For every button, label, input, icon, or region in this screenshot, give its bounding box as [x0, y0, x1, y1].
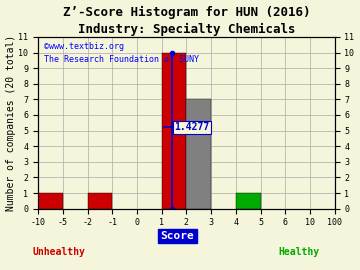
Text: 1.4277: 1.4277 — [174, 123, 210, 133]
Bar — [87, 193, 112, 209]
Title: Z’-Score Histogram for HUN (2016)
Industry: Specialty Chemicals: Z’-Score Histogram for HUN (2016) Indust… — [63, 6, 310, 36]
Text: ©www.textbiz.org
The Research Foundation of SUNY: ©www.textbiz.org The Research Foundation… — [44, 42, 199, 63]
Text: Healthy: Healthy — [279, 247, 320, 256]
Bar — [186, 99, 211, 209]
Y-axis label: Number of companies (20 total): Number of companies (20 total) — [5, 35, 15, 211]
Text: Score: Score — [161, 231, 194, 241]
Bar — [236, 193, 261, 209]
Bar — [38, 193, 63, 209]
Bar — [162, 53, 186, 209]
Text: Unhealthy: Unhealthy — [32, 247, 85, 256]
